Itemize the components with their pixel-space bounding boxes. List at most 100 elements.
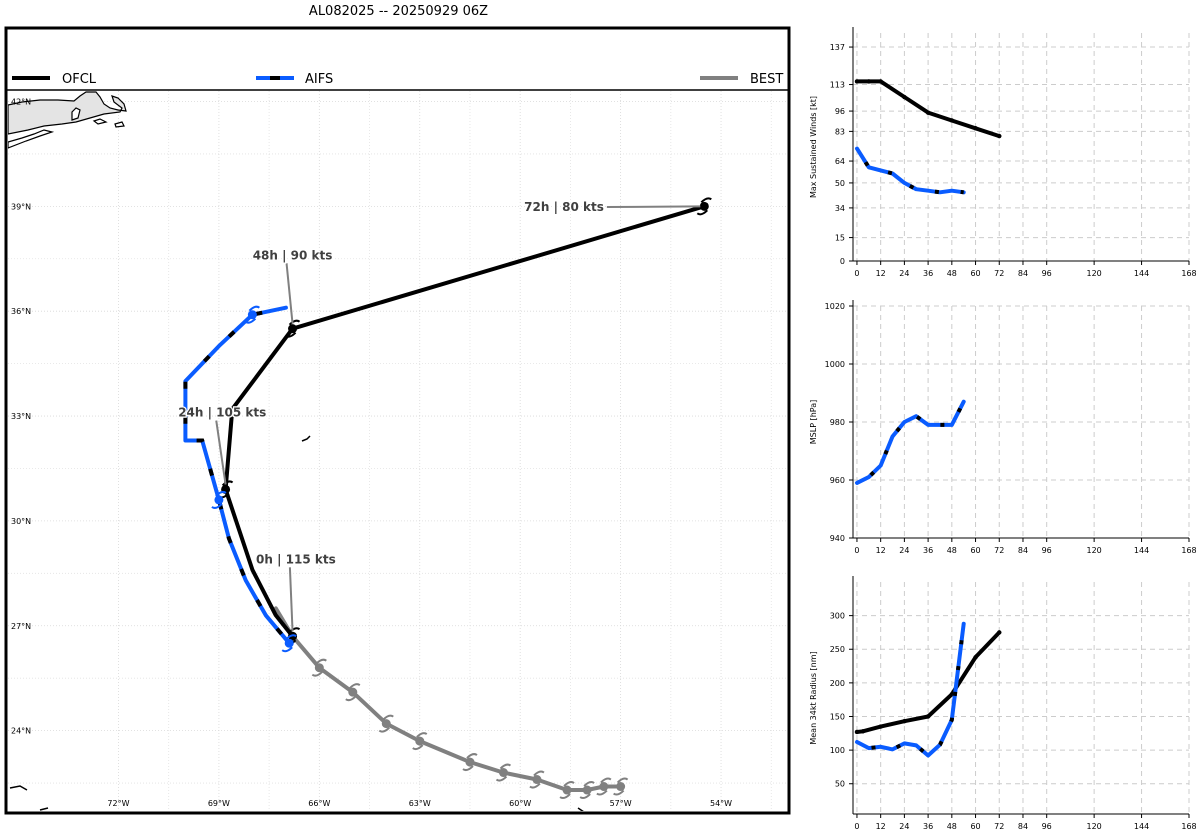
y-axis-label: Max Sustained Winds [kt] [809,96,818,198]
hurricane-symbol-icon [345,683,361,702]
legend-entry-ofcl: OFCL [12,72,97,87]
hurricane-symbol-icon [412,732,428,751]
map-axis-labels: 42°N 39°N 36°N 33°N 30°N 27°N 24°N 72°W 69°W 66°W… [11,97,732,808]
data-point [878,724,883,729]
hurricane-symbol-icon [284,319,301,338]
y-axis-label: MSLP [hPa] [809,400,818,444]
lon-label: 60°W [509,799,531,808]
legend-label-ofcl: OFCL [62,72,97,87]
y-tick-label: 980 [830,418,845,427]
data-point [854,79,860,84]
x-tick-label: 72 [994,822,1004,831]
legend-label-aifs: AIFS [305,72,333,87]
x-tick-label: 72 [994,269,1004,278]
series-aifs [855,399,966,485]
x-tick-label: 48 [947,269,957,278]
x-tick-label: 120 [1086,269,1101,278]
hurricane-symbol-icon [613,777,629,796]
x-tick-label: 60 [970,546,980,555]
x-tick-label: 36 [923,822,933,831]
x-tick-label: 168 [1181,546,1196,555]
y-tick-label: 150 [830,712,845,721]
y-tick-label: 200 [830,679,845,688]
x-tick-label: 72 [994,546,1004,555]
series-aifs-dash [855,147,964,195]
hurricane-symbol-icon [244,305,260,324]
hurricane-symbol-icon [596,777,612,796]
y-tick-label: 940 [830,534,845,543]
x-tick-label: 60 [970,269,980,278]
legend: OFCL AIFS BEST [12,72,783,87]
annotation-label: 48h | 90 kts [253,248,333,262]
lat-label: 27°N [11,622,31,631]
y-tick-label: 0 [840,257,845,266]
y-tick-label: 137 [830,43,845,52]
lon-label: 66°W [308,799,330,808]
data-point [902,94,907,100]
x-tick-label: 0 [854,822,859,831]
x-tick-label: 12 [876,269,886,278]
track-map: OFCL AIFS BEST 0h | 115 [4,26,791,815]
y-tick-label: 96 [835,107,845,116]
hurricane-symbol-icon [281,634,297,653]
x-tick-label: 24 [899,546,909,555]
x-tick-label: 168 [1181,269,1196,278]
series-aifs-dash [856,623,966,759]
x-tick-label: 0 [854,546,859,555]
data-point [866,79,872,84]
x-tick-label: 168 [1181,822,1196,831]
annotation-label: 24h | 105 kts [178,406,266,420]
annotation: 48h | 90 kts [251,247,334,324]
coastline [8,91,584,811]
data-point [902,719,907,724]
hurricane-symbol-icon [311,658,327,677]
track-aifs [183,305,292,646]
storm-symbols [211,197,712,800]
x-tick-label: 60 [970,822,980,831]
radius-panel: 0 12 24 36 48 60 72 84 96 120 144 168 50 100 150 200 250… [809,576,1197,831]
annotation: 24h | 105 kts [177,404,268,485]
track-best [273,606,623,792]
y-tick-label: 960 [830,476,845,485]
y-tick-label: 83 [835,127,845,136]
series-aifs [855,621,966,758]
x-tick-label: 144 [1134,822,1149,831]
map-frame [4,26,791,815]
map-gridlines [8,91,788,811]
hurricane-symbol-icon [462,753,478,772]
x-tick-label: 120 [1086,546,1101,555]
y-tick-label: 1020 [825,302,845,311]
y-tick-label: 250 [830,645,845,654]
lat-label: 39°N [11,202,31,211]
lat-label: 42°N [11,97,31,106]
annotation-label: 0h | 115 kts [256,552,336,566]
x-tick-label: 24 [899,269,909,278]
x-tick-label: 120 [1086,822,1101,831]
series-ofcl [855,630,1002,734]
lat-label: 33°N [11,412,31,421]
hurricane-symbol-icon [696,197,712,216]
y-tick-label: 34 [835,204,845,213]
data-point [997,630,1002,635]
lon-label: 69°W [208,799,230,808]
panel-gridlines [853,33,1190,262]
x-tick-label: 96 [1042,546,1052,555]
data-point [997,133,1002,139]
lon-label: 63°W [409,799,431,808]
data-point [854,729,860,735]
figure-title: AL082025 -- 20250929 06Z [308,4,489,19]
x-tick-label: 0 [854,269,859,278]
x-tick-label: 12 [876,822,886,831]
data-point [925,714,931,719]
x-tick-label: 96 [1042,822,1052,831]
data-point [925,110,931,115]
data-point [973,126,978,131]
annotation: 72h | 80 kts [523,199,701,215]
wind-panel: 0 12 24 36 48 60 72 84 96 120 144 168 0 15 34 50 64 83 96 1… [809,27,1197,278]
lat-label: 36°N [11,307,31,316]
map-area: 0h | 115 kts 24h | 105 kts 48h | 90 kts 72h… [8,91,788,811]
mslp-panel: 0 12 24 36 48 60 72 84 96 120 144 168 940 960 980 1000 1… [809,300,1197,555]
hurricane-symbol-icon [378,714,394,733]
lon-label: 72°W [107,799,129,808]
x-tick-label: 84 [1018,822,1028,831]
